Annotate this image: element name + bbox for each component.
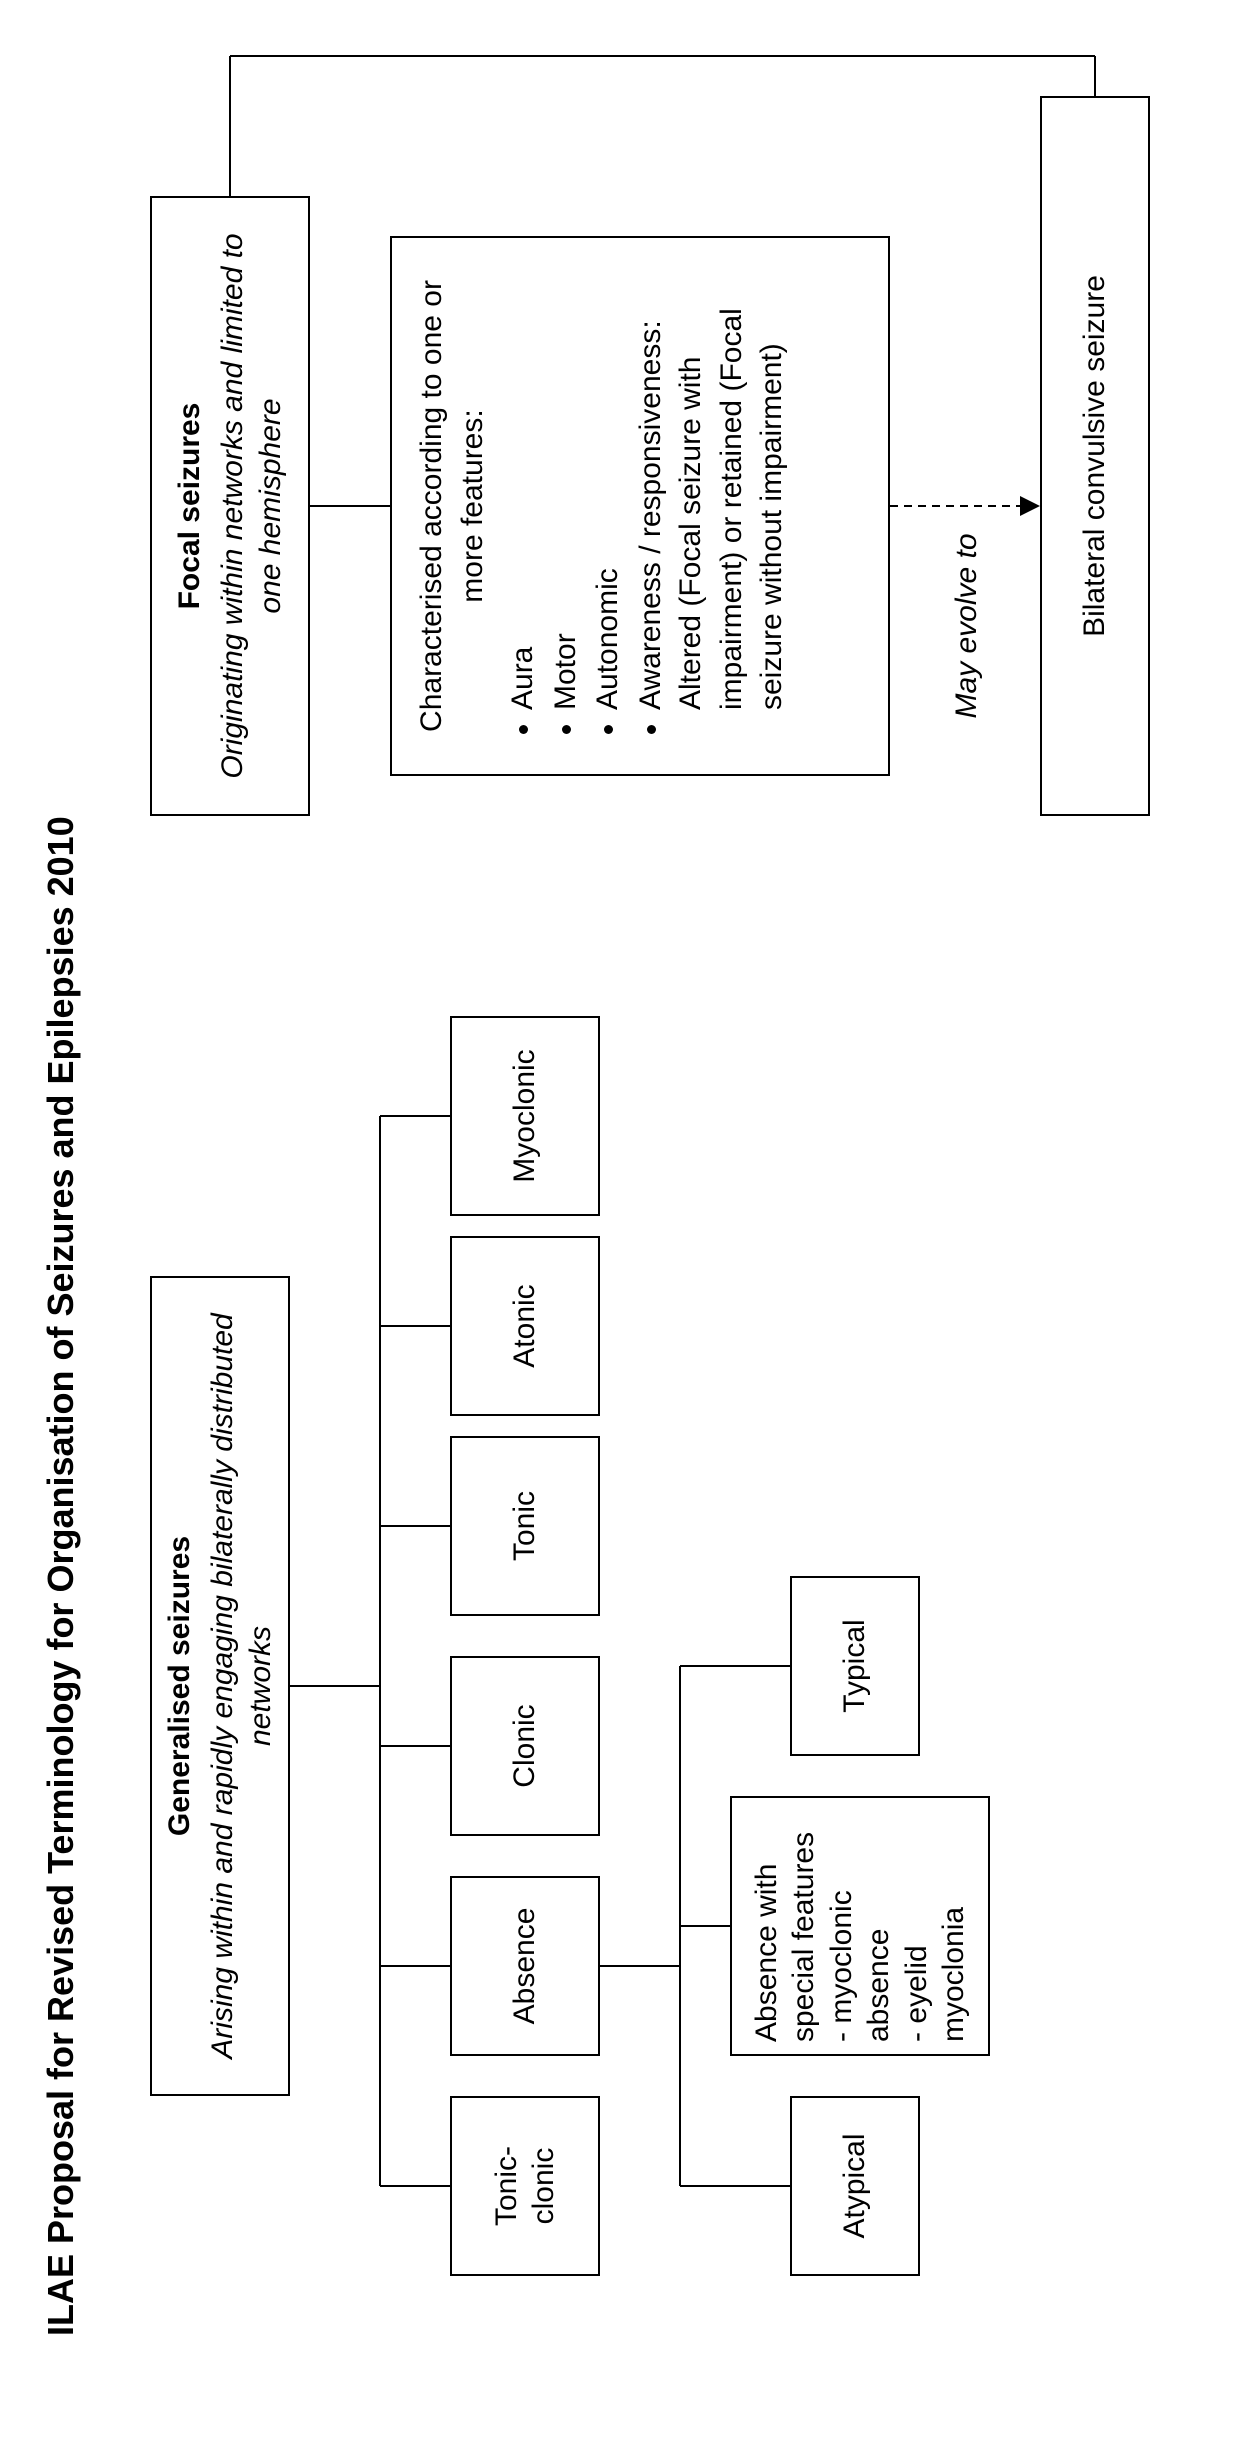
node-typical: Typical [790, 1576, 920, 1756]
evolve-label: May evolve to [950, 516, 984, 736]
node-focal: Focal seizures Originating within networ… [150, 196, 310, 816]
feature-item: Awareness / responsiveness: Altered (Foc… [631, 262, 793, 710]
node-absence-special: Absence with special features - myocloni… [730, 1796, 990, 2056]
feature-item: Aura [503, 262, 544, 710]
generalised-subtitle: Arising within and rapidly engaging bila… [204, 1290, 279, 2082]
focal-features-box: Characterised according to one or more f… [390, 236, 890, 776]
feature-item: Autonomic [588, 262, 629, 710]
node-tonic: Tonic [450, 1436, 600, 1616]
focal-features-intro: Characterised according to one or more f… [412, 262, 493, 750]
generalised-title: Generalised seizures [161, 1536, 199, 1836]
diagram-stage: ILAE Proposal for Revised Terminology fo… [0, 0, 1240, 2456]
focal-title: Focal seizures [171, 403, 209, 610]
feature-item: Motor [546, 262, 587, 710]
node-bilateral: Bilateral convulsive seizure [1040, 96, 1150, 816]
node-clonic: Clonic [450, 1656, 600, 1836]
page-title: ILAE Proposal for Revised Terminology fo… [40, 816, 82, 2336]
node-tonic-clonic: Tonic-clonic [450, 2096, 600, 2276]
focal-subtitle: Originating within networks and limited … [214, 210, 289, 802]
node-absence: Absence [450, 1876, 600, 2056]
node-myoclonic: Myoclonic [450, 1016, 600, 1216]
node-atypical: Atypical [790, 2096, 920, 2276]
node-atonic: Atonic [450, 1236, 600, 1416]
focal-features-list: Aura Motor Autonomic Awareness / respons… [503, 262, 793, 750]
node-generalised: Generalised seizures Arising within and … [150, 1276, 290, 2096]
